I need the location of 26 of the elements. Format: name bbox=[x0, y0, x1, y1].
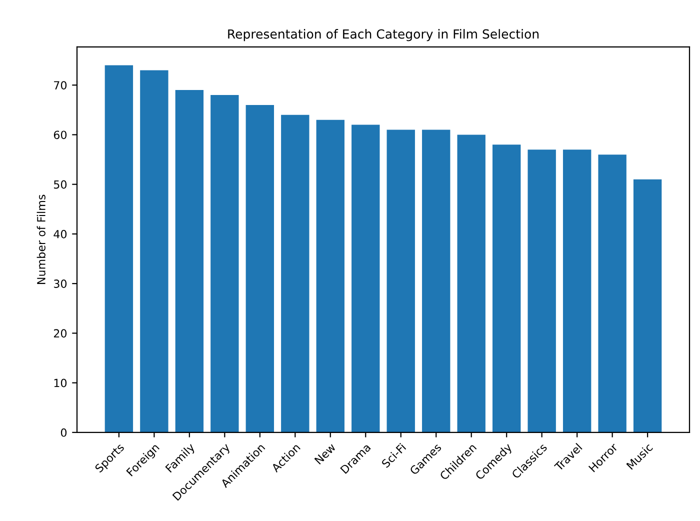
bar bbox=[528, 150, 556, 432]
chart-title: Representation of Each Category in Film Selection bbox=[228, 29, 539, 42]
y-tick-label: 70 bbox=[54, 81, 67, 90]
bar bbox=[140, 70, 168, 432]
bar bbox=[386, 130, 415, 432]
y-tick-label: 50 bbox=[54, 180, 67, 189]
bar bbox=[492, 144, 521, 432]
y-tick-label: 30 bbox=[54, 280, 67, 288]
bar bbox=[104, 65, 134, 432]
bar bbox=[210, 95, 239, 432]
bar bbox=[352, 124, 380, 432]
y-axis-title: Number of Films bbox=[36, 194, 46, 284]
bar bbox=[316, 120, 344, 432]
bar bbox=[246, 104, 274, 432]
y-tick-label: 20 bbox=[54, 329, 67, 338]
y-tick-label: 40 bbox=[54, 230, 67, 238]
bar bbox=[598, 154, 626, 432]
bar bbox=[562, 150, 592, 432]
bar bbox=[633, 179, 662, 432]
y-tick-label: 60 bbox=[54, 130, 67, 140]
bar bbox=[281, 114, 310, 432]
bar bbox=[422, 130, 450, 432]
y-tick-label: 10 bbox=[54, 378, 67, 388]
bar bbox=[175, 90, 204, 432]
y-tick-label: 0 bbox=[60, 428, 67, 437]
bar bbox=[457, 134, 486, 432]
